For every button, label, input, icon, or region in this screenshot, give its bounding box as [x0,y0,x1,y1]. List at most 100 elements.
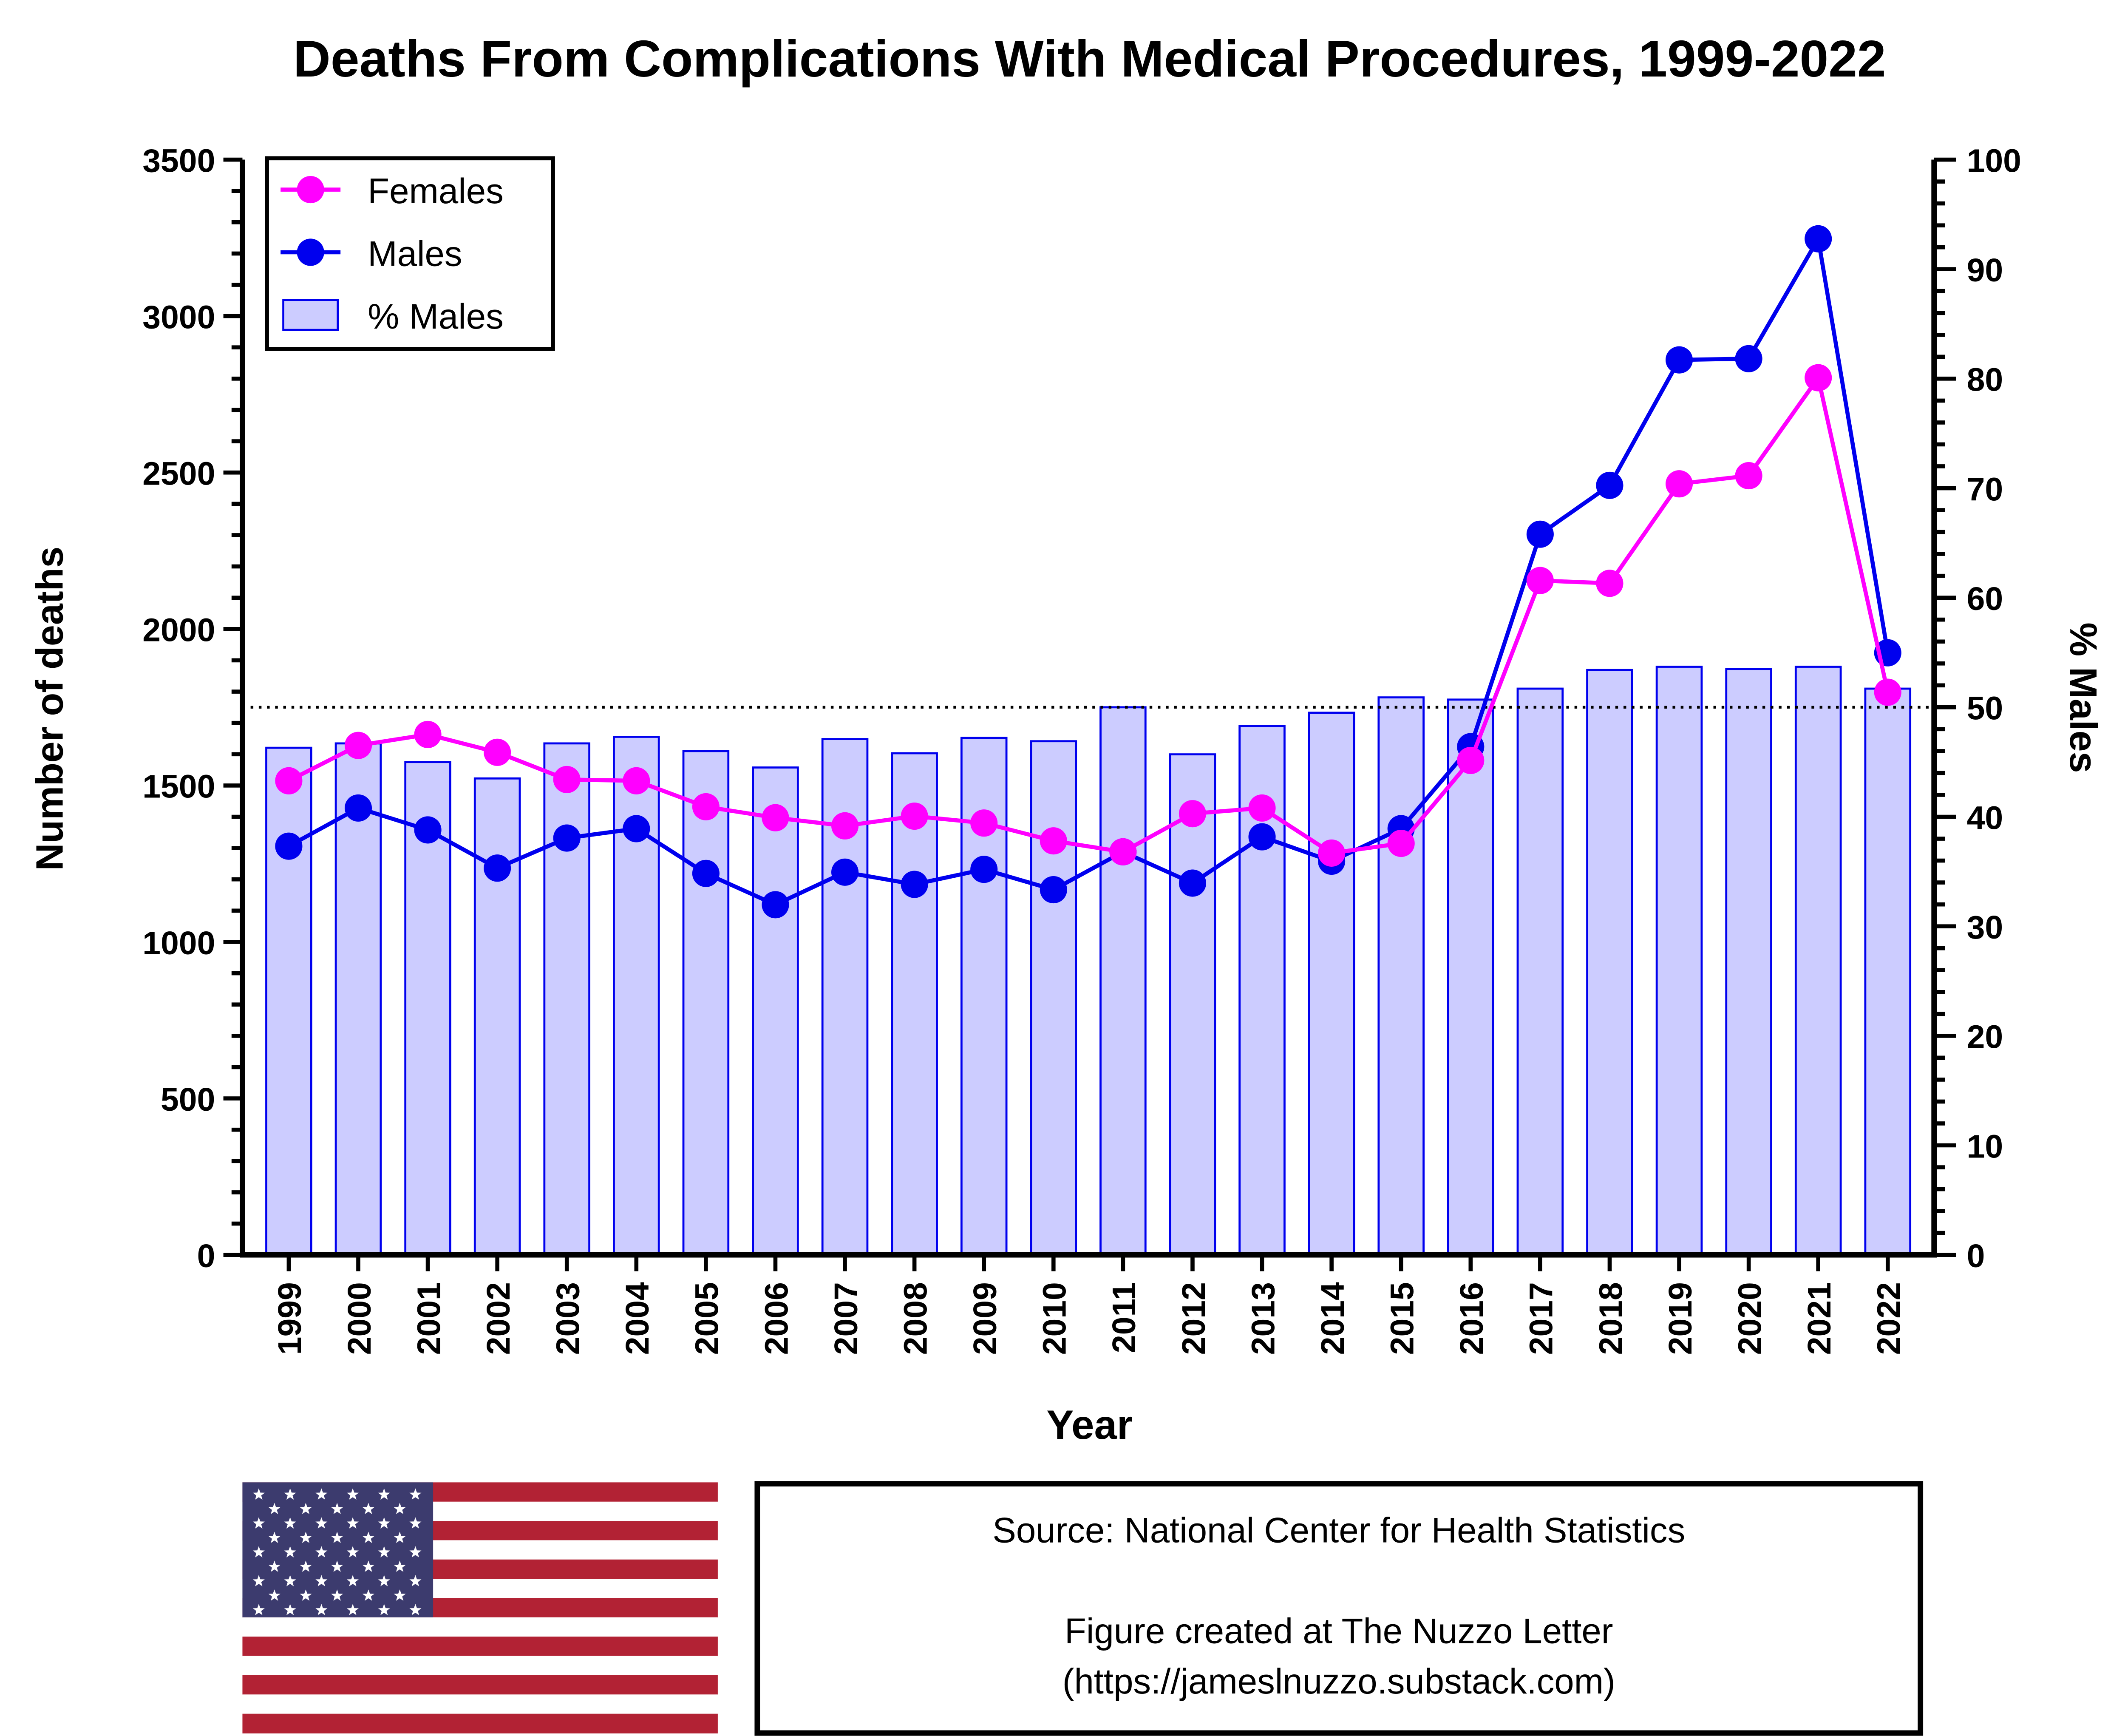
bar-pct-males-2010 [1030,740,1077,1256]
flag-star-icon [409,1488,422,1500]
flag-star-icon [331,1503,343,1515]
point-females-2014 [1318,839,1346,867]
x-tick-label: 2002 [480,1282,517,1355]
flag-stripe [242,1713,718,1733]
flag-star-icon [315,1517,328,1529]
flag-star-icon [315,1488,328,1500]
y2-axis-label: % Males [2062,622,2104,773]
flag-star-icon [394,1532,406,1543]
flag-stripe [242,1617,718,1637]
y2-tick-label: 100 [1967,142,2021,179]
flag-star-icon [331,1532,343,1543]
point-females-2011 [1109,838,1137,866]
point-females-2010 [1040,827,1067,855]
point-males-1999 [275,832,303,860]
x-tick-label: 2006 [758,1282,795,1355]
flag-star-icon [378,1546,390,1557]
point-females-2021 [1805,364,1832,391]
flag-star-icon [362,1560,374,1572]
bar-pct-males-2018 [1586,669,1633,1256]
flag-star-icon [268,1503,280,1515]
y2-tick-label: 70 [1967,471,2003,508]
x-tick-label: 2005 [689,1282,725,1355]
flag-star-icon [268,1532,280,1543]
legend-pct-males-label: % Males [368,297,503,336]
flag-star-icon [378,1488,390,1500]
bar-pct-males-2017 [1516,687,1564,1256]
point-females-2020 [1735,462,1762,490]
flag-star-icon [409,1546,422,1557]
flag-star-icon [300,1589,312,1601]
y2-tick-label: 40 [1967,800,2003,836]
flag-star-icon [284,1517,296,1529]
point-females-2004 [623,767,650,794]
y2-tick-label: 20 [1967,1019,2003,1055]
bars-layer [265,666,1912,1256]
point-males-2000 [344,794,372,822]
point-females-2013 [1248,794,1276,822]
x-tick-label: 2009 [967,1282,1003,1355]
bar-pct-males-2012 [1169,753,1216,1256]
flag-star-icon [252,1604,265,1615]
point-females-2002 [484,738,511,766]
y-tick-label: 1000 [142,925,215,962]
x-tick-label: 2018 [1592,1282,1629,1355]
line-females [288,373,1890,855]
legend-females-marker [297,176,324,204]
y-tick-label: 3500 [142,142,215,179]
flag-star-icon [315,1604,328,1615]
x-tick-label: 2013 [1245,1282,1281,1355]
point-males-2002 [484,854,511,882]
x-tick-label: 2015 [1384,1282,1421,1355]
flag-star-icon [378,1575,390,1586]
credit-text-line2: (https://jameslnuzzo.substack.com) [1062,1662,1615,1701]
point-males-2013 [1248,823,1276,851]
x-tick-label: 2010 [1037,1282,1073,1355]
flag-star-icon [284,1604,296,1615]
point-females-2009 [970,809,998,837]
source-text: Source: National Center for Health Stati… [992,1510,1685,1550]
flag-star-icon [300,1560,312,1572]
flag-star-icon [284,1488,296,1500]
point-females-2000 [344,732,372,759]
y2-tick-label: 10 [1967,1128,2003,1165]
flag-star-icon [331,1589,343,1601]
x-tick-label: 2020 [1731,1282,1768,1355]
flag-stripe [242,1656,718,1676]
point-females-2016 [1457,746,1485,774]
bar-pct-males-2011 [1099,706,1147,1256]
flag-star-icon [315,1575,328,1586]
chart-title: Deaths From Complications With Medical P… [293,30,1886,88]
point-males-2018 [1596,471,1624,499]
x-tick-label: 2007 [828,1282,864,1355]
x-tick-label: 2019 [1662,1282,1699,1355]
bar-pct-males-2015 [1377,696,1425,1256]
flag-star-icon [284,1546,296,1557]
point-females-2005 [692,793,720,820]
legend: Females Males % Males [265,156,555,351]
flag-star-icon [409,1575,422,1586]
bar-pct-males-2016 [1447,698,1494,1256]
flag-star-icon [300,1532,312,1543]
bar-pct-males-2000 [334,742,382,1256]
bar-pct-males-2004 [613,736,660,1256]
x-axis-label: Year [1046,1402,1133,1448]
legend-pct-males-swatch [282,299,339,331]
point-males-2009 [970,856,998,883]
point-males-2008 [901,871,928,898]
bar-pct-males-2008 [891,752,938,1256]
x-tick-label: 2011 [1106,1282,1142,1353]
flag-star-icon [252,1517,265,1529]
flag-star-icon [362,1503,374,1515]
axes: 0 500 1000 1500 2000 2500 3000 3500 0 10 20 30 40 50 6… [142,142,2021,1355]
point-females-2022 [1874,678,1901,706]
point-males-2004 [623,815,650,842]
flag-star-icon [394,1503,406,1515]
flag-star-icon [409,1517,422,1529]
legend-males-label: Males [368,234,462,274]
flag-stripe [242,1694,718,1714]
point-females-2001 [414,720,442,748]
flag-stripe [242,1637,718,1657]
bar-pct-males-2020 [1725,668,1772,1256]
y2-tick-label: 90 [1967,252,2003,289]
